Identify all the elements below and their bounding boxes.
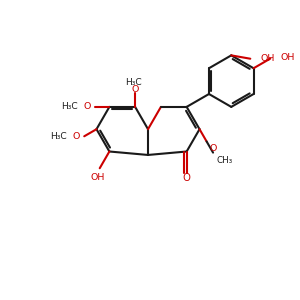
Text: H₃C: H₃C — [61, 102, 77, 111]
Text: CH₃: CH₃ — [216, 156, 232, 165]
Text: H₃C: H₃C — [125, 78, 142, 87]
Text: OH: OH — [260, 54, 275, 63]
Text: O: O — [73, 132, 80, 141]
Text: O: O — [131, 85, 139, 94]
Text: O: O — [84, 102, 91, 111]
Text: H₃C: H₃C — [50, 132, 66, 141]
Text: O: O — [210, 144, 217, 153]
Text: OH: OH — [280, 53, 295, 62]
Text: O: O — [183, 172, 191, 183]
Text: OH: OH — [91, 173, 105, 182]
